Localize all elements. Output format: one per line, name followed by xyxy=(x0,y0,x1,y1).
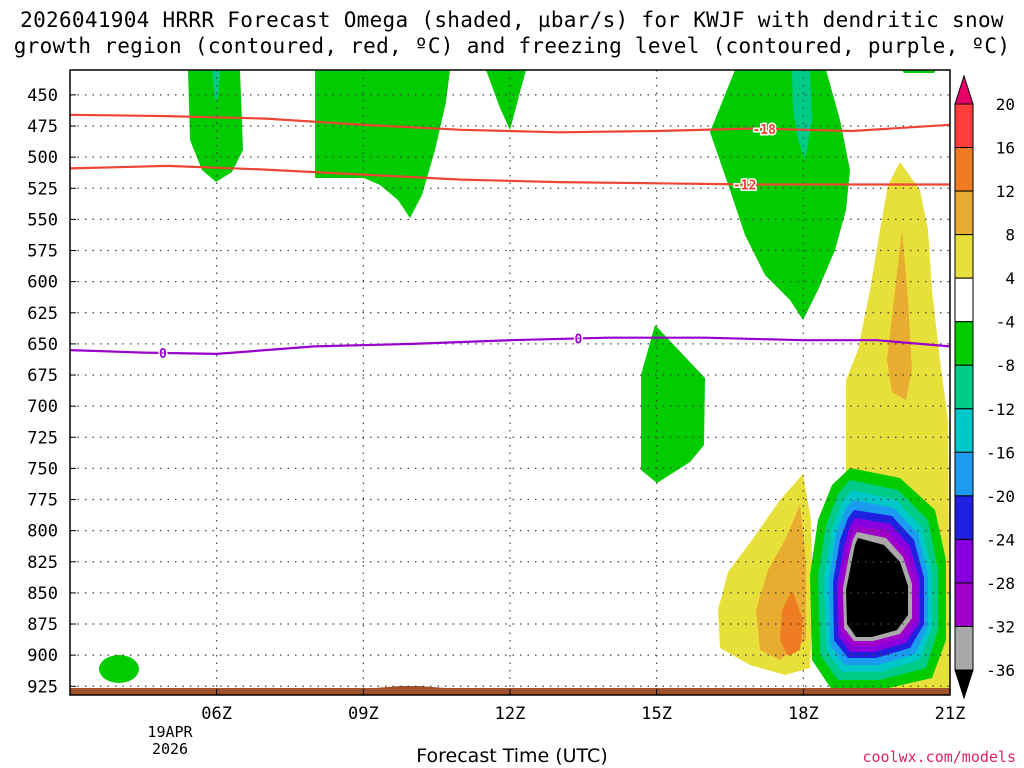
date-label-year: 2026 xyxy=(151,740,189,758)
colorbar-label: -16 xyxy=(986,443,1015,462)
y-tick-label: 750 xyxy=(27,459,58,479)
y-tick-label: 550 xyxy=(27,210,58,230)
date-label-day: 19APR xyxy=(147,723,193,741)
y-tick-label: 625 xyxy=(27,304,58,324)
y-axis: 450 475 500 525 550 575 600 625 650 675 700 725 750 7… xyxy=(27,86,76,697)
x-tick-label: 09Z xyxy=(348,704,379,724)
x-tick-label: 12Z xyxy=(495,704,526,724)
colorbar: 20 16 12 8 4 -4 -8 -12 -16 -20 -24 -28 -32 -36 xyxy=(954,74,1015,700)
x-axis: 06Z 09Z 12Z 15Z 18Z 21Z xyxy=(201,689,965,724)
y-tick-label: 500 xyxy=(27,148,58,168)
y-tick-label: 450 xyxy=(27,86,58,106)
colorbar-label: -4 xyxy=(996,313,1015,332)
colorbar-label: 8 xyxy=(1005,226,1015,245)
omega-region-downward-2-red xyxy=(780,590,803,656)
contour-dgz-minus12 xyxy=(70,164,950,186)
contour-dgz-minus12-label: -12 xyxy=(733,178,756,193)
omega-core-minus36 xyxy=(846,538,908,637)
contour-freezing-level-label: 0 xyxy=(575,332,583,347)
colorbar-cell xyxy=(954,582,974,627)
x-tick-label: 06Z xyxy=(201,704,232,724)
y-tick-label: 525 xyxy=(27,179,58,199)
x-axis-label: Forecast Time (UTC) xyxy=(416,745,608,767)
colorbar-label: -24 xyxy=(986,530,1015,549)
colorbar-cell xyxy=(954,234,974,279)
colorbar-arrow-top xyxy=(954,74,974,105)
colorbar-label: 4 xyxy=(1005,269,1015,288)
omega-region-downward-1-orange xyxy=(887,230,912,400)
colorbar-label: -28 xyxy=(986,574,1015,593)
omega-shading xyxy=(70,70,950,695)
colorbar-label: 20 xyxy=(996,95,1015,114)
omega-region-upward-2 xyxy=(315,70,450,218)
omega-region-upward-1 xyxy=(188,70,243,182)
contour-dgz-minus18-label: -18 xyxy=(752,123,776,138)
colorbar-cell xyxy=(954,364,974,410)
colorbar-label: 12 xyxy=(996,182,1015,201)
colorbar-cell xyxy=(954,538,974,584)
y-tick-label: 900 xyxy=(27,646,58,666)
colorbar-label: -20 xyxy=(986,487,1015,506)
y-tick-label: 875 xyxy=(27,615,58,635)
colorbar-cell xyxy=(954,147,974,192)
contour-freezing-level-label: 0 xyxy=(159,347,167,362)
y-tick-label: 825 xyxy=(27,553,58,573)
chart-title-line2: growth region (contoured, red, ºC) and f… xyxy=(13,34,1011,58)
colorbar-cell xyxy=(954,625,974,671)
y-tick-label: 800 xyxy=(27,522,58,542)
x-tick-label: 18Z xyxy=(788,704,819,724)
omega-region-upward-4-core xyxy=(792,70,812,160)
y-tick-label: 675 xyxy=(27,366,58,386)
y-tick-label: 925 xyxy=(27,677,58,697)
colorbar-cell xyxy=(954,321,974,366)
y-tick-label: 600 xyxy=(27,273,58,293)
colorbar-cell xyxy=(954,277,974,323)
y-tick-label: 850 xyxy=(27,584,58,604)
y-tick-label: 700 xyxy=(27,397,58,417)
colorbar-label: -8 xyxy=(996,356,1015,375)
omega-region-upward-3 xyxy=(486,70,526,130)
omega-region-upward-4 xyxy=(710,70,850,320)
colorbar-cell xyxy=(954,408,974,453)
colorbar-label: -32 xyxy=(986,617,1015,636)
y-tick-label: 775 xyxy=(27,491,58,511)
omega-region-upward-7 xyxy=(99,655,139,683)
y-tick-label: 650 xyxy=(27,335,58,355)
y-tick-label: 475 xyxy=(27,117,58,137)
y-tick-label: 575 xyxy=(27,242,58,262)
x-tick-label: 15Z xyxy=(641,704,672,724)
credit-text: coolwx.com/models xyxy=(862,748,1016,766)
y-tick-label: 725 xyxy=(27,428,58,448)
colorbar-cell xyxy=(954,190,974,236)
colorbar-cell xyxy=(954,103,974,149)
contour-layer: -18 -12 0 0 xyxy=(70,113,950,363)
x-tick-label: 21Z xyxy=(935,704,966,724)
contour-freezing-level xyxy=(70,336,950,356)
colorbar-label: -12 xyxy=(986,400,1015,419)
contour-dgz-minus18 xyxy=(70,113,950,134)
omega-region-upward-6 xyxy=(641,325,705,483)
omega-region-upward-1-core xyxy=(212,70,220,100)
colorbar-cell xyxy=(954,451,974,497)
colorbar-arrow-bottom xyxy=(954,669,974,700)
colorbar-label: -36 xyxy=(986,661,1015,680)
chart-title-line1: 2026041904 HRRR Forecast Omega (shaded, … xyxy=(20,8,1004,32)
colorbar-cell xyxy=(954,495,974,540)
colorbar-label: 16 xyxy=(996,139,1015,158)
